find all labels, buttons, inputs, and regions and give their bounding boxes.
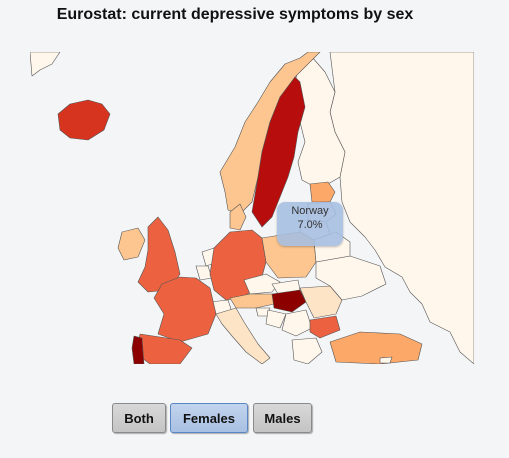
- europe-map: [30, 52, 474, 364]
- country-estonia[interactable]: [309, 181, 336, 203]
- country-france[interactable]: [153, 276, 217, 343]
- map-container: Norway 7.0%: [30, 52, 474, 364]
- country-denmark[interactable]: [229, 203, 247, 231]
- country-bulgaria[interactable]: [309, 315, 341, 339]
- females-button[interactable]: Females: [170, 403, 248, 433]
- map-title: Eurostat: current depressive symptoms by…: [56, 6, 414, 23]
- country-croatia[interactable]: [265, 309, 287, 329]
- tooltip-value: 7.0%: [297, 219, 323, 231]
- country-ireland[interactable]: [117, 227, 146, 261]
- country-italy[interactable]: [215, 307, 271, 364]
- country-greece[interactable]: [291, 337, 323, 364]
- country-norway[interactable]: [219, 52, 321, 215]
- country-cyprus[interactable]: [379, 356, 393, 364]
- country-ukraine[interactable]: [315, 255, 387, 301]
- country-turkey[interactable]: [329, 331, 423, 364]
- males-button[interactable]: Males: [253, 403, 312, 433]
- country-tooltip: Norway 7.0%: [277, 202, 343, 246]
- tooltip-country: Norway: [291, 205, 329, 217]
- country-sweden[interactable]: [251, 76, 306, 228]
- country-portugal[interactable]: [131, 335, 145, 364]
- country-hungary[interactable]: [271, 289, 307, 313]
- country-iceland[interactable]: [57, 99, 111, 141]
- both-button[interactable]: Both: [112, 403, 166, 433]
- country-serbia[interactable]: [281, 309, 313, 337]
